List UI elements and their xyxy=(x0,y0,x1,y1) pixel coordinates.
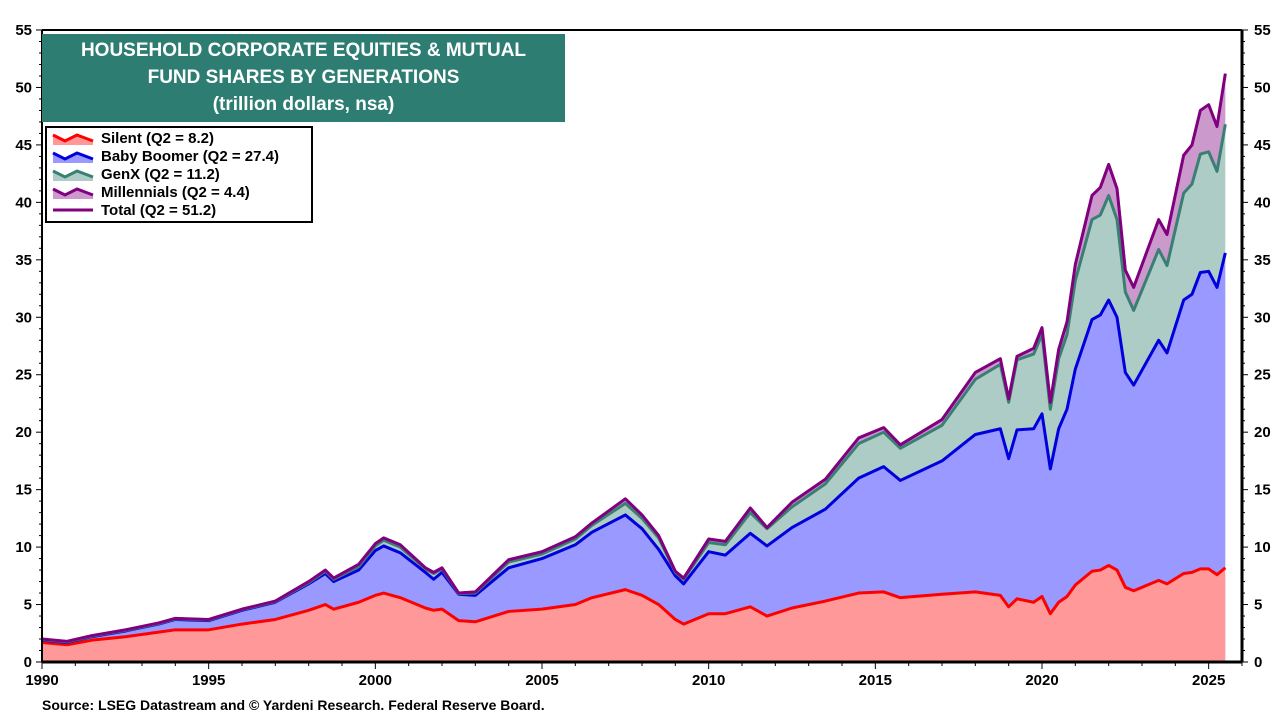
y-tick-label-right: 20 xyxy=(1254,424,1271,441)
line-total xyxy=(41,73,1227,643)
y-tick-label-left: 25 xyxy=(15,367,32,384)
x-tick-label: 2010 xyxy=(692,672,725,689)
y-tick-label-left: 35 xyxy=(15,252,32,269)
source-note: Source: LSEG Datastream and © Yardeni Re… xyxy=(42,697,545,713)
legend-swatch-total xyxy=(53,208,93,212)
y-tick-label-right: 35 xyxy=(1254,252,1271,269)
legend-swatch-genx xyxy=(52,169,94,181)
y-tick-label-right: 0 xyxy=(1254,654,1262,671)
legend-item-genx: GenX (Q2 = 11.2) xyxy=(51,165,307,183)
y-tick-label-left: 50 xyxy=(15,79,32,96)
y-tick-label-left: 55 xyxy=(15,22,32,39)
legend-item-total: Total (Q2 = 51.2) xyxy=(51,201,307,219)
y-tick-label-right: 55 xyxy=(1254,22,1271,39)
y-tick-label-right: 40 xyxy=(1254,194,1271,211)
x-tick-label: 2020 xyxy=(1025,672,1058,689)
y-tick-label-left: 30 xyxy=(15,309,32,326)
x-tick-label: 2025 xyxy=(1192,672,1225,689)
legend-swatch-millennials xyxy=(52,187,94,199)
y-tick-label-right: 5 xyxy=(1254,597,1262,614)
x-tick-label: 2000 xyxy=(359,672,392,689)
y-tick-label-left: 5 xyxy=(24,597,32,614)
legend: Silent (Q2 = 8.2) Baby Boomer (Q2 = 27.4… xyxy=(45,126,313,223)
y-tick-label-left: 40 xyxy=(15,194,32,211)
chart-title: HOUSEHOLD CORPORATE EQUITIES & MUTUAL FU… xyxy=(42,34,565,122)
y-tick-label-right: 50 xyxy=(1254,79,1271,96)
legend-item-millennials: Millennials (Q2 = 4.4) xyxy=(51,183,307,201)
y-tick-label-left: 20 xyxy=(15,424,32,441)
title-line-3: (trillion dollars, nsa) xyxy=(212,94,395,115)
y-tick-label-right: 30 xyxy=(1254,309,1271,326)
y-tick-label-left: 10 xyxy=(15,539,32,556)
title-line-1: HOUSEHOLD CORPORATE EQUITIES & MUTUAL xyxy=(80,40,527,61)
y-tick-label-right: 10 xyxy=(1254,539,1271,556)
legend-item-baby-boomer: Baby Boomer (Q2 = 27.4) xyxy=(51,147,307,165)
y-tick-label-right: 25 xyxy=(1254,367,1271,384)
legend-item-silent: Silent (Q2 = 8.2) xyxy=(51,129,307,147)
area-silent xyxy=(42,565,1226,662)
y-tick-label-left: 15 xyxy=(15,482,32,499)
y-tick-label-left: 0 xyxy=(24,654,32,671)
line-silent xyxy=(41,563,1227,647)
y-tick-label-right: 15 xyxy=(1254,482,1271,499)
line-baby-boomer xyxy=(41,252,1227,644)
x-tick-label: 1995 xyxy=(192,672,225,689)
legend-swatch-baby-boomer xyxy=(52,151,94,163)
y-tick-label-left: 45 xyxy=(15,137,32,154)
x-tick-label: 2015 xyxy=(859,672,892,689)
area-genx xyxy=(42,124,1226,643)
area-baby-boomer xyxy=(42,252,1226,645)
x-tick-label: 2005 xyxy=(525,672,558,689)
title-line-2: FUND SHARES BY GENERATIONS xyxy=(147,67,460,88)
x-tick-label: 1990 xyxy=(25,672,58,689)
legend-swatch-silent xyxy=(52,133,94,145)
y-tick-label-right: 45 xyxy=(1254,137,1271,154)
